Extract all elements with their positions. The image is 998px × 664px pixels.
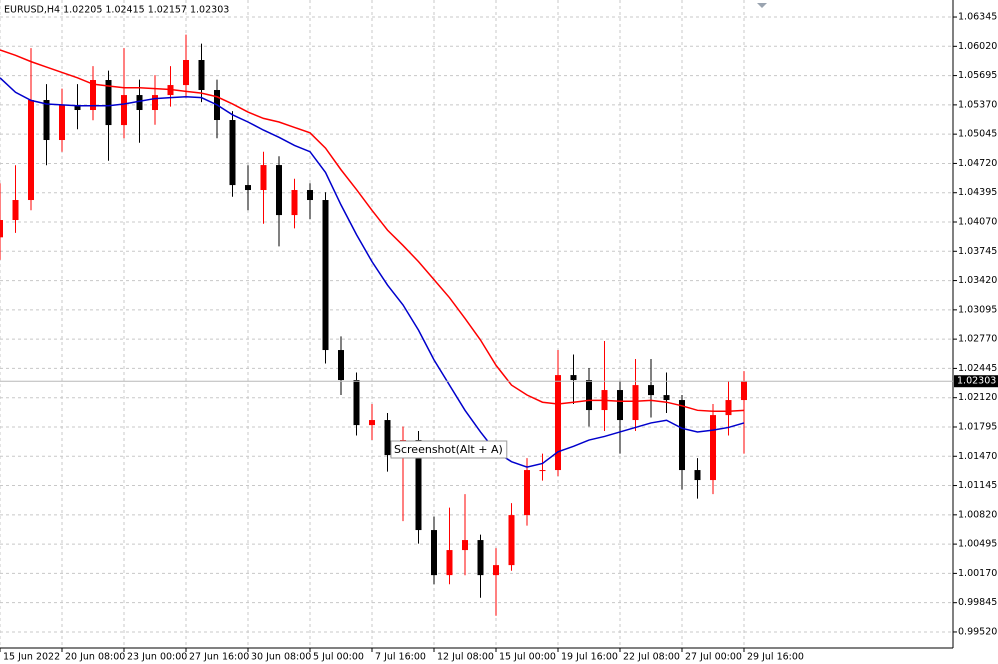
y-tick-label: 1.04720 <box>958 158 997 169</box>
candle-body <box>508 515 515 566</box>
x-tick-label: 29 Jul 16:00 <box>747 652 804 663</box>
y-tick-label: 1.03095 <box>958 304 997 315</box>
candle-body <box>415 440 422 531</box>
candle-body <box>59 105 65 141</box>
candle-body <box>446 550 453 576</box>
candle-body <box>663 395 670 401</box>
candle-body <box>229 120 236 186</box>
candle-body <box>725 400 732 416</box>
candle-body <box>183 60 189 86</box>
candle-body <box>12 200 19 221</box>
y-tick-label: 1.01470 <box>958 451 997 462</box>
candle-body <box>369 420 375 426</box>
y-tick-label: 1.04070 <box>958 217 997 228</box>
tooltip: Screenshot(Alt + A) <box>394 443 503 456</box>
x-tick-label: 15 Jul 00:00 <box>499 652 556 663</box>
x-tick-label: 15 Jun 2022 <box>3 652 60 663</box>
x-tick-label: 22 Jul 08:00 <box>623 652 680 663</box>
x-tick-label: 27 Jun 16:00 <box>189 652 249 663</box>
x-tick-label: 27 Jul 00:00 <box>685 652 742 663</box>
x-tick-label: 20 Jun 08:00 <box>65 652 125 663</box>
candle-body <box>74 105 81 111</box>
candle-body <box>570 375 577 381</box>
candle-body <box>648 385 654 396</box>
y-tick-label: 0.99520 <box>958 626 997 637</box>
candle-body <box>586 380 592 411</box>
candle-body <box>260 165 267 191</box>
y-tick-label: 1.02770 <box>958 334 997 345</box>
x-tick-label: 19 Jul 16:00 <box>561 652 618 663</box>
chart-title: EURUSD,H4 1.02205 1.02415 1.02157 1.0230… <box>4 5 229 16</box>
current-price-box <box>954 375 998 388</box>
candle-body <box>152 95 158 111</box>
candle-body <box>338 350 344 381</box>
candle-body <box>384 420 391 456</box>
y-tick-label: 1.02120 <box>958 392 997 403</box>
candle-body <box>617 390 623 421</box>
y-tick-label: 1.01795 <box>958 421 997 432</box>
x-tick-label: 30 Jun 08:00 <box>251 652 311 663</box>
y-tick-label: 1.02445 <box>958 363 997 374</box>
candle-body <box>322 200 329 351</box>
candle-body <box>493 565 499 576</box>
y-tick-label: 1.00170 <box>958 568 997 579</box>
candle-body <box>632 385 639 421</box>
candle-body <box>555 375 561 471</box>
x-tick-label: 12 Jul 08:00 <box>437 652 494 663</box>
candle-body <box>121 95 127 126</box>
candle-body <box>136 95 143 111</box>
x-tick-label: 23 Jun 00:00 <box>127 652 187 663</box>
candle-body <box>198 60 205 91</box>
candle-body <box>90 80 96 111</box>
y-tick-label: 1.06020 <box>958 41 997 52</box>
candle-body <box>43 100 50 141</box>
y-tick-label: 1.01145 <box>958 480 997 491</box>
candle-body <box>694 470 701 481</box>
candle-body <box>353 380 360 426</box>
candle-body <box>307 190 313 201</box>
y-tick-label: 1.00820 <box>958 509 997 520</box>
tooltip-box <box>390 440 508 459</box>
y-tick-label: 1.04395 <box>958 187 997 198</box>
candle-body <box>462 540 468 551</box>
candle-body <box>0 220 3 238</box>
y-tick-label: 0.99845 <box>958 597 997 608</box>
y-tick-label: 1.00495 <box>958 539 997 550</box>
moving-average <box>0 77 745 468</box>
y-tick-label: 1.03420 <box>958 275 997 286</box>
candle-body <box>28 100 34 201</box>
scroll-marker <box>757 3 767 8</box>
x-tick-label: 7 Jul 16:00 <box>375 652 426 663</box>
y-tick-label: 1.05695 <box>958 70 997 81</box>
candle-body <box>741 381 747 401</box>
candle-body <box>291 190 298 216</box>
y-tick-label: 1.06345 <box>958 12 997 23</box>
candle-body <box>524 470 530 516</box>
candle-body <box>276 165 282 216</box>
current-price-label: 1.02303 <box>957 376 996 387</box>
y-tick-label: 1.05045 <box>958 129 997 140</box>
candle-body <box>679 400 685 471</box>
y-tick-label: 1.03745 <box>958 246 997 257</box>
y-tick-label: 1.05370 <box>958 99 997 110</box>
candle-body <box>431 530 437 576</box>
x-tick-label: 5 Jul 00:00 <box>313 652 364 663</box>
candle-body <box>245 185 251 191</box>
candle-body <box>105 80 112 126</box>
candle-body <box>710 415 716 481</box>
moving-average <box>0 49 745 412</box>
candle-body <box>477 540 484 576</box>
candle-body <box>539 470 546 472</box>
